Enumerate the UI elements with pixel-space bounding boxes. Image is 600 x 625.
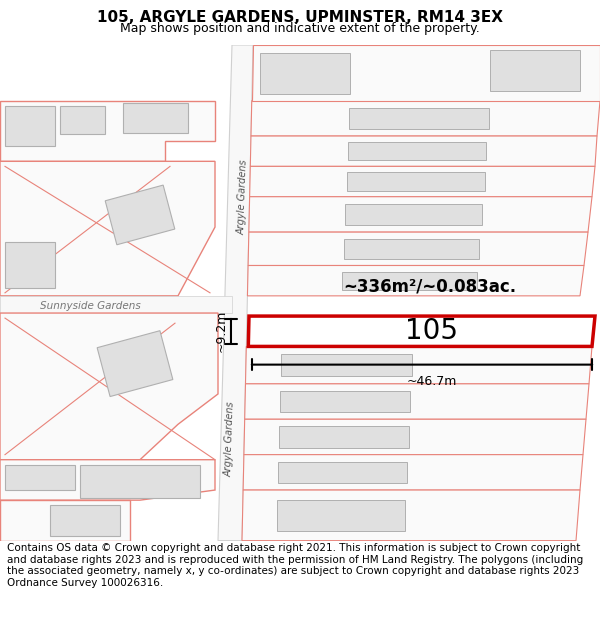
Polygon shape: [245, 346, 592, 384]
Polygon shape: [245, 384, 589, 419]
Polygon shape: [346, 204, 482, 225]
Polygon shape: [97, 331, 173, 396]
Polygon shape: [0, 500, 130, 541]
Polygon shape: [277, 500, 405, 531]
Polygon shape: [490, 50, 580, 91]
Polygon shape: [281, 354, 412, 376]
Polygon shape: [5, 106, 55, 146]
Polygon shape: [80, 465, 200, 498]
Polygon shape: [5, 242, 55, 288]
Polygon shape: [0, 296, 232, 313]
Text: ~46.7m: ~46.7m: [407, 375, 457, 388]
Polygon shape: [242, 490, 580, 541]
Text: Argyle Gardens: Argyle Gardens: [224, 402, 236, 478]
Polygon shape: [0, 313, 218, 460]
Polygon shape: [0, 161, 215, 296]
Polygon shape: [50, 505, 120, 536]
Text: Argyle Gardens: Argyle Gardens: [236, 159, 250, 234]
Polygon shape: [248, 316, 595, 346]
Polygon shape: [251, 101, 600, 136]
Text: ~9.2m: ~9.2m: [215, 310, 228, 352]
Polygon shape: [244, 419, 586, 454]
Polygon shape: [243, 454, 583, 490]
Polygon shape: [252, 45, 600, 101]
Text: ~336m²/~0.083ac.: ~336m²/~0.083ac.: [343, 278, 517, 296]
Polygon shape: [0, 460, 215, 500]
Polygon shape: [344, 239, 479, 259]
Polygon shape: [349, 107, 488, 129]
Text: 105: 105: [406, 318, 458, 345]
Polygon shape: [279, 426, 409, 448]
Polygon shape: [218, 45, 253, 541]
Text: Sunnyside Gardens: Sunnyside Gardens: [40, 301, 140, 311]
Polygon shape: [342, 272, 476, 290]
Polygon shape: [122, 102, 187, 133]
Polygon shape: [248, 232, 588, 266]
Polygon shape: [0, 101, 215, 161]
Polygon shape: [260, 53, 350, 94]
Text: 105, ARGYLE GARDENS, UPMINSTER, RM14 3EX: 105, ARGYLE GARDENS, UPMINSTER, RM14 3EX: [97, 10, 503, 25]
Polygon shape: [250, 166, 595, 197]
Polygon shape: [347, 173, 485, 191]
Polygon shape: [250, 136, 597, 166]
Text: Contains OS data © Crown copyright and database right 2021. This information is : Contains OS data © Crown copyright and d…: [7, 543, 583, 588]
Polygon shape: [278, 462, 407, 483]
Polygon shape: [348, 142, 486, 160]
Polygon shape: [249, 197, 592, 232]
Polygon shape: [5, 465, 75, 490]
Text: Map shows position and indicative extent of the property.: Map shows position and indicative extent…: [120, 22, 480, 35]
Polygon shape: [247, 266, 584, 296]
Polygon shape: [280, 391, 410, 412]
Polygon shape: [105, 185, 175, 245]
Polygon shape: [60, 106, 105, 134]
